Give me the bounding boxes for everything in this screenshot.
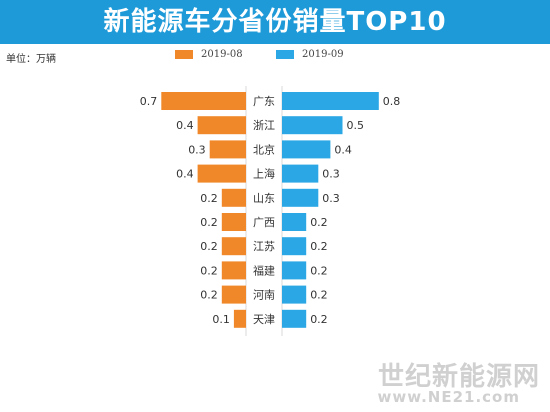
bar-2019-08-4 <box>197 164 246 183</box>
title-bar <box>0 0 550 44</box>
data-label-2019-09-7: 0.2 <box>310 240 328 253</box>
bar-2019-09-10 <box>282 309 307 328</box>
bar-2019-08-2 <box>197 116 246 135</box>
category-label-4: 上海 <box>253 167 275 181</box>
bar-2019-09-3 <box>282 140 331 159</box>
data-label-2019-08-3: 0.3 <box>188 143 206 156</box>
data-label-2019-09-5: 0.3 <box>322 192 340 205</box>
bar-2019-09-5 <box>282 188 319 207</box>
bar-2019-08-8 <box>221 261 246 280</box>
bar-2019-09-1 <box>282 92 379 110</box>
watermark-url: www.NE21.com <box>377 388 520 406</box>
legend-label-series-1: 2019-08 <box>201 49 243 60</box>
data-label-2019-08-7: 0.2 <box>200 240 218 253</box>
data-label-2019-08-6: 0.2 <box>200 216 218 229</box>
bar-2019-09-4 <box>282 164 319 183</box>
data-label-2019-09-10: 0.2 <box>310 313 328 326</box>
legend-item-series-2: 2019-09 <box>276 49 344 60</box>
legend-item-series-1: 2019-08 <box>175 49 243 60</box>
data-label-2019-09-9: 0.2 <box>310 289 328 302</box>
unit-label: 单位：万辆 <box>6 54 56 65</box>
bar-2019-08-6 <box>221 213 246 231</box>
data-label-2019-08-4: 0.4 <box>176 168 194 181</box>
category-label-8: 福建 <box>253 263 275 277</box>
category-label-5: 山东 <box>253 192 275 205</box>
watermark-name: 世纪新能源网 <box>377 362 540 392</box>
data-label-2019-08-2: 0.4 <box>176 119 194 132</box>
data-label-2019-08-8: 0.2 <box>200 264 218 277</box>
bar-2019-08-7 <box>221 237 246 256</box>
legend-swatch-series-1 <box>175 50 193 59</box>
data-label-2019-08-10: 0.1 <box>212 313 230 326</box>
bar-2019-09-8 <box>282 261 307 280</box>
legend-swatch-series-2 <box>276 50 294 59</box>
bar-2019-08-1 <box>161 92 246 110</box>
category-label-10: 天津 <box>253 313 275 326</box>
legend-label-series-2: 2019-09 <box>302 49 344 60</box>
data-label-2019-09-4: 0.3 <box>322 168 340 181</box>
bar-2019-09-7 <box>282 237 307 256</box>
category-label-3: 北京 <box>253 142 275 156</box>
category-label-6: 广西 <box>253 216 275 229</box>
data-label-2019-08-5: 0.2 <box>200 192 218 205</box>
data-label-2019-08-1: 0.7 <box>140 95 158 108</box>
data-label-2019-09-6: 0.2 <box>310 216 328 229</box>
data-label-2019-09-3: 0.4 <box>334 143 352 156</box>
category-label-9: 河南 <box>253 289 275 302</box>
bar-2019-08-10 <box>233 309 246 328</box>
data-label-2019-08-9: 0.2 <box>200 289 218 302</box>
bar-2019-08-3 <box>209 140 246 159</box>
data-label-2019-09-8: 0.2 <box>310 264 328 277</box>
category-label-7: 江苏 <box>253 240 275 253</box>
bar-2019-09-9 <box>282 285 307 304</box>
category-label-2: 浙江 <box>253 119 275 132</box>
bar-2019-08-5 <box>221 188 246 207</box>
data-label-2019-09-1: 0.8 <box>383 95 401 108</box>
chart-title: 新能源车分省份销量TOP10 <box>103 7 447 37</box>
category-label-1: 广东 <box>253 95 275 108</box>
bar-2019-09-2 <box>282 116 343 135</box>
bar-2019-09-6 <box>282 213 307 231</box>
data-label-2019-09-2: 0.5 <box>347 119 365 132</box>
bar-2019-08-9 <box>221 285 246 304</box>
